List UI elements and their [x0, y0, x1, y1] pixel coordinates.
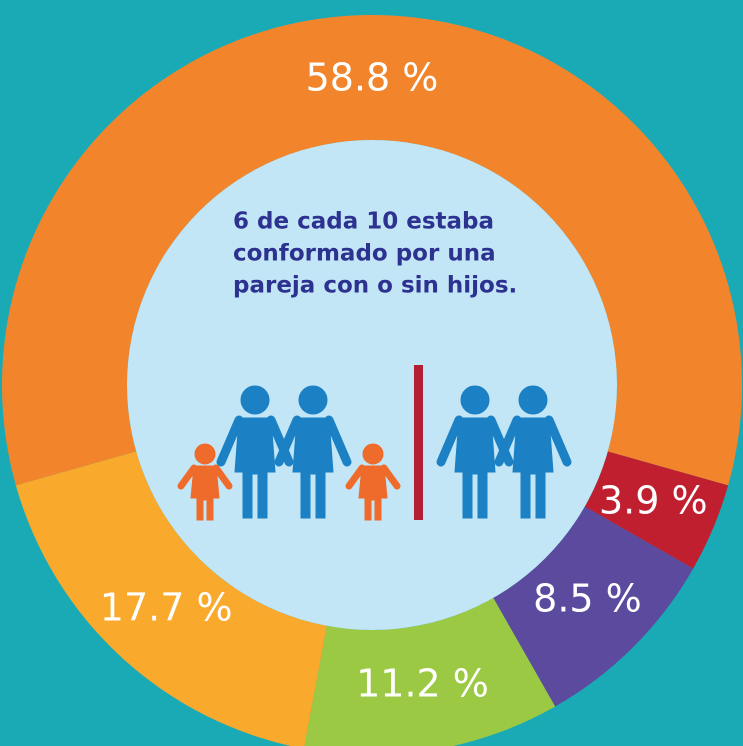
value-label: 3.9 %	[599, 478, 708, 522]
center-text: 6 de cada 10 estaba conformado por una par…	[233, 209, 517, 299]
center-text-line: pareja con o sin hijos.	[233, 273, 517, 299]
infographic: 6 de cada 10 estaba conformado por una par…	[0, 0, 743, 746]
value-label: 17.7 %	[100, 586, 233, 630]
center-text-line: 6 de cada 10 estaba	[233, 209, 494, 235]
center-text-line: conformado por una	[233, 241, 496, 267]
value-label: 11.2 %	[356, 661, 489, 705]
divider	[414, 365, 423, 520]
value-label: 58.8 %	[306, 56, 439, 100]
value-label: 8.5 %	[533, 576, 642, 620]
